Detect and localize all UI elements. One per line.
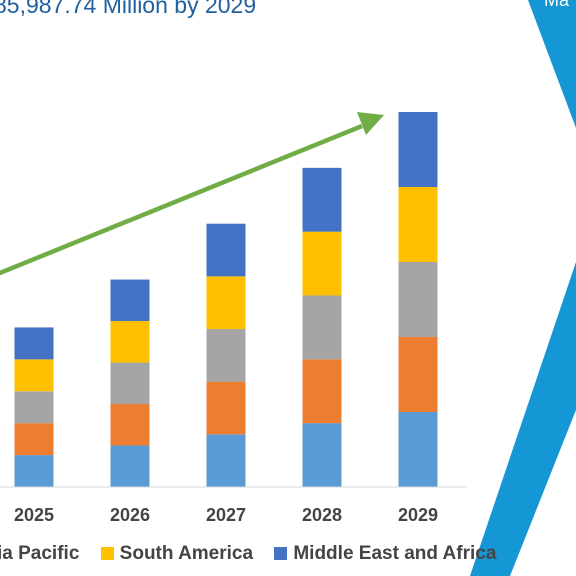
bar-segment-2029-1 <box>398 337 438 412</box>
legend-item-asia-pacific: ia Pacific <box>0 543 79 565</box>
corner-label: Ma <box>544 0 570 10</box>
trend-arrow-head <box>357 112 384 135</box>
bar-segment-2029-4 <box>398 112 438 187</box>
bar-segment-2026-0 <box>110 445 150 487</box>
bar-segment-2025-1 <box>14 423 54 456</box>
bar-segment-2026-1 <box>110 404 150 446</box>
bar-segment-2026-4 <box>110 279 150 322</box>
accent-shape <box>470 0 576 576</box>
chart-title: 85,987.74 Million by 2029 <box>0 0 257 18</box>
x-tick-labels: 2025 2026 2027 2028 2029 <box>14 505 438 525</box>
legend-swatch <box>100 547 114 560</box>
bar-segment-2026-3 <box>110 321 150 363</box>
bar-segment-2027-3 <box>206 276 246 330</box>
bar-segment-2028-0 <box>302 423 342 487</box>
legend: ia Pacific South America Middle East and… <box>0 543 512 565</box>
bar-segment-2028-3 <box>302 231 342 296</box>
x-tick-label: 2029 <box>398 505 438 525</box>
bar-segment-2029-0 <box>398 412 438 487</box>
bar-segment-2028-1 <box>302 359 342 424</box>
bar-segment-2027-4 <box>206 223 246 277</box>
x-tick-label: 2027 <box>206 505 246 525</box>
legend-item-south-america: South America <box>100 543 254 565</box>
bars-group <box>14 112 438 487</box>
legend-label: ia Pacific <box>0 543 80 564</box>
x-tick-label: 2026 <box>110 505 150 525</box>
legend-label: Middle East and Africa <box>293 543 497 564</box>
bar-segment-2029-3 <box>398 187 438 262</box>
legend-swatch <box>274 547 288 560</box>
legend-item-middle-east-africa: Middle East and Africa <box>274 543 496 565</box>
bar-segment-2025-3 <box>14 359 54 392</box>
bar-segment-2025-2 <box>14 391 54 424</box>
bar-segment-2027-0 <box>206 434 246 487</box>
bar-segment-2025-4 <box>14 327 54 360</box>
x-tick-label: 2025 <box>14 505 54 525</box>
trend-arrow <box>0 112 384 276</box>
bar-segment-2026-2 <box>110 362 150 405</box>
bar-segment-2028-4 <box>302 167 342 232</box>
legend-label: South America <box>119 543 254 564</box>
bar-segment-2027-1 <box>206 381 246 435</box>
bar-segment-2027-2 <box>206 329 246 382</box>
bar-segment-2028-2 <box>302 295 342 360</box>
trend-arrow-shaft <box>0 123 363 276</box>
bar-segment-2029-2 <box>398 262 438 337</box>
bar-segment-2025-0 <box>14 455 54 487</box>
x-tick-label: 2028 <box>302 505 342 525</box>
